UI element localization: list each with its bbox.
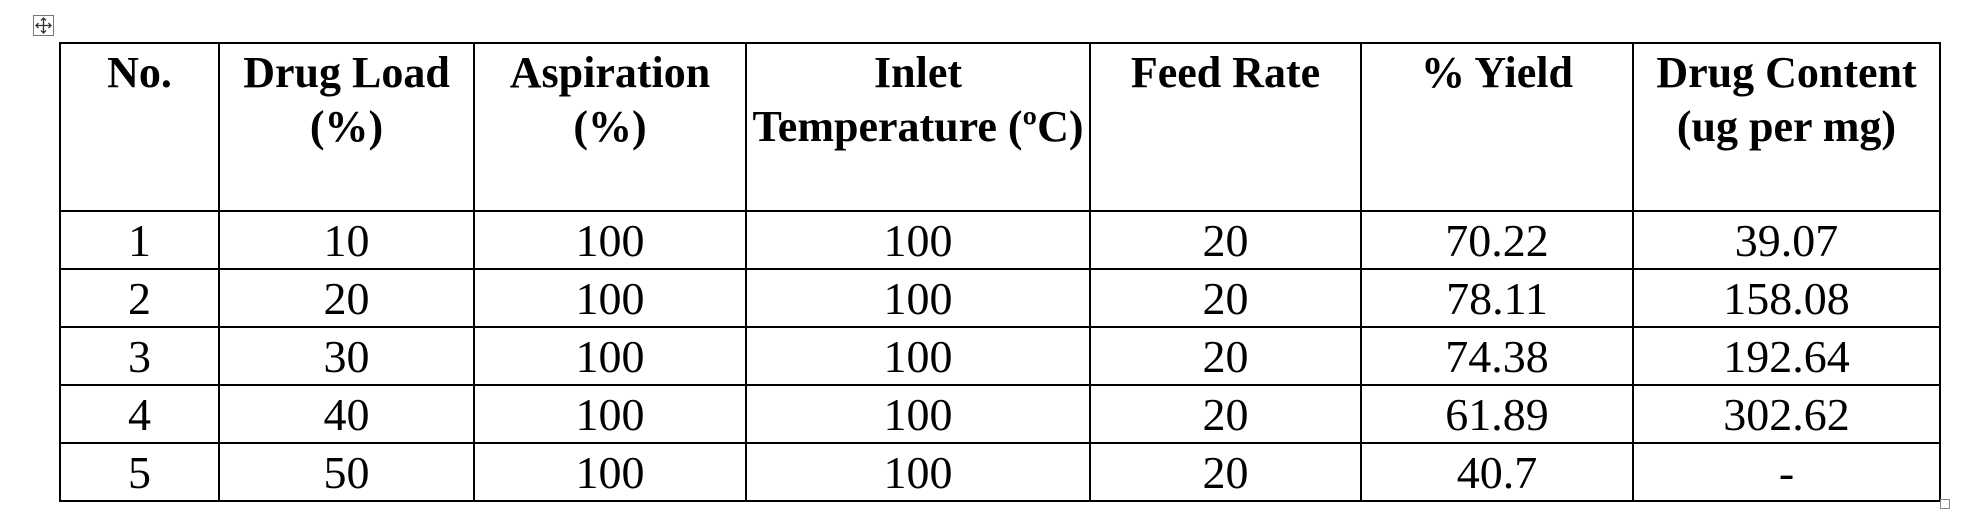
table-row: 1 10 100 100 20 70.22 39.07	[59, 210, 1941, 270]
header-cell: Inlet Temperature (ºC)	[745, 42, 1091, 212]
header-cell: Drug Load (%)	[218, 42, 475, 212]
table-cell: 158.08	[1632, 268, 1941, 328]
table-cell: 20	[1089, 442, 1362, 502]
table-body: 1 10 100 100 20 70.22 39.07 2 20 100 100 20 78.11 158…	[59, 210, 1941, 502]
table-cell: 100	[745, 442, 1091, 502]
table-cell: 20	[218, 268, 475, 328]
table-cell: 100	[473, 268, 747, 328]
table-cell: 1	[59, 210, 220, 270]
header-cell: Aspiration (%)	[473, 42, 747, 212]
table-move-handle[interactable]	[33, 15, 54, 36]
table-cell: 78.11	[1360, 268, 1634, 328]
table-cell: 2	[59, 268, 220, 328]
table-cell: 100	[745, 326, 1091, 386]
table-resize-handle[interactable]	[1940, 499, 1950, 509]
header-cell: % Yield	[1360, 42, 1634, 212]
table-row: 4 40 100 100 20 61.89 302.62	[59, 384, 1941, 444]
table-cell: 100	[473, 210, 747, 270]
header-row: No. Drug Load (%) Aspiration (%) Inlet Temp…	[59, 42, 1941, 212]
table-cell: 20	[1089, 268, 1362, 328]
table-cell: 100	[473, 326, 747, 386]
table-cell: 100	[745, 210, 1091, 270]
table-cell: -	[1632, 442, 1941, 502]
table-cell: 50	[218, 442, 475, 502]
table-cell: 74.38	[1360, 326, 1634, 386]
table-cell: 5	[59, 442, 220, 502]
table-cell: 10	[218, 210, 475, 270]
table-cell: 40.7	[1360, 442, 1634, 502]
table-cell: 39.07	[1632, 210, 1941, 270]
table-cell: 192.64	[1632, 326, 1941, 386]
table-row: 3 30 100 100 20 74.38 192.64	[59, 326, 1941, 386]
table-row: 2 20 100 100 20 78.11 158.08	[59, 268, 1941, 328]
table-cell: 30	[218, 326, 475, 386]
move-icon	[35, 17, 52, 34]
table-cell: 40	[218, 384, 475, 444]
table-cell: 20	[1089, 210, 1362, 270]
table-cell: 20	[1089, 326, 1362, 386]
table-row: 5 50 100 100 20 40.7-	[59, 442, 1941, 502]
header-cell: No.	[59, 42, 220, 212]
table-cell: 70.22	[1360, 210, 1634, 270]
table-cell: 100	[473, 442, 747, 502]
header-cell: Feed Rate	[1089, 42, 1362, 212]
table-cell: 100	[473, 384, 747, 444]
table-cell: 20	[1089, 384, 1362, 444]
table-cell: 61.89	[1360, 384, 1634, 444]
table-cell: 100	[745, 268, 1091, 328]
table-cell: 100	[745, 384, 1091, 444]
table-cell: 4	[59, 384, 220, 444]
table-cell: 3	[59, 326, 220, 386]
data-table: No. Drug Load (%) Aspiration (%) Inlet Temp…	[59, 42, 1941, 502]
table-cell: 302.62	[1632, 384, 1941, 444]
header-cell: Drug Content (ug per mg)	[1632, 42, 1941, 212]
